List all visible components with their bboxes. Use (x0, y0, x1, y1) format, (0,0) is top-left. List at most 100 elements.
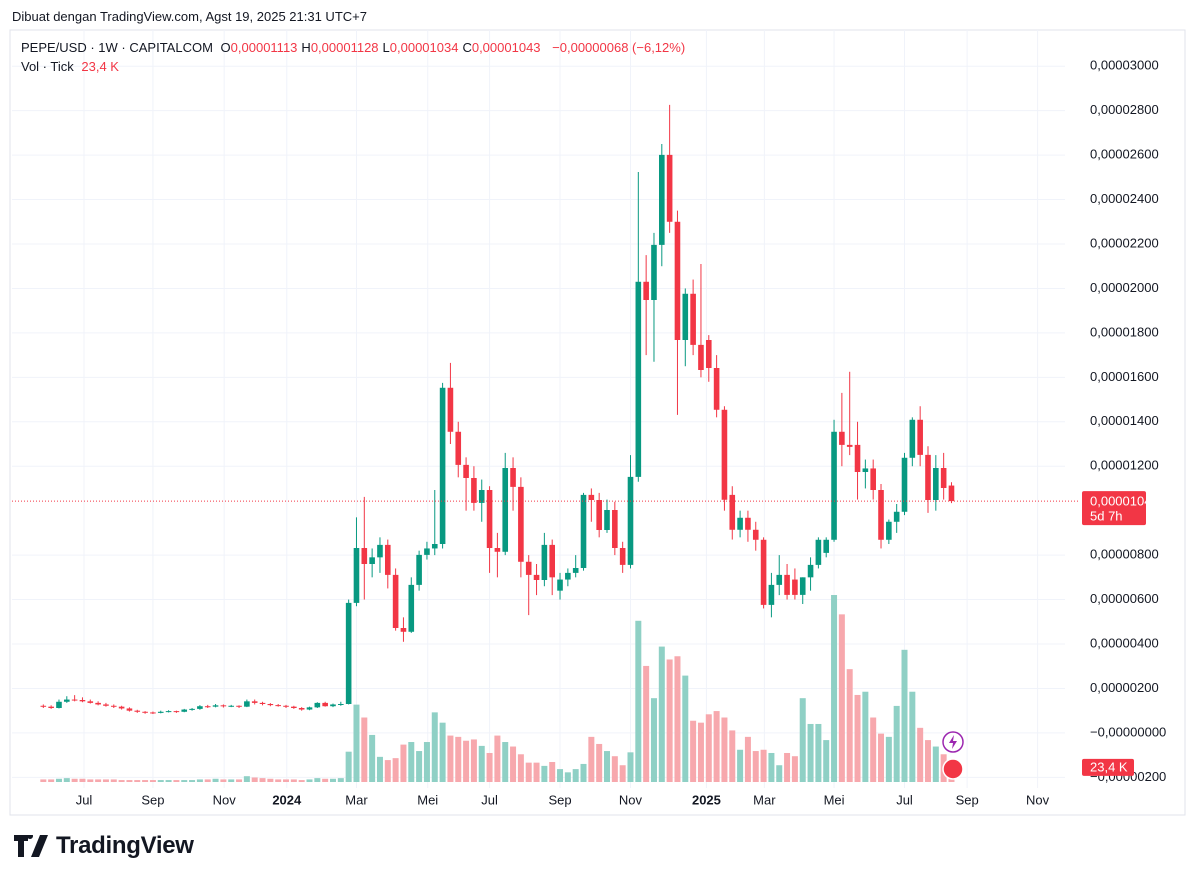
candle-body[interactable] (651, 244, 657, 300)
candle-body[interactable] (815, 539, 822, 565)
candle-body[interactable] (604, 510, 610, 530)
candle-body[interactable] (197, 706, 203, 709)
candle-body[interactable] (424, 548, 430, 555)
candle-body[interactable] (862, 468, 869, 472)
candle-body[interactable] (134, 710, 141, 712)
candle-body[interactable] (909, 419, 916, 458)
candle-body[interactable] (471, 478, 477, 503)
candle-body[interactable] (878, 490, 884, 540)
candle-body[interactable] (220, 705, 227, 707)
candle-body[interactable] (463, 464, 469, 478)
candle-body[interactable] (408, 584, 415, 632)
candle-body[interactable] (533, 574, 540, 580)
candle-body[interactable] (345, 602, 352, 704)
candle-body[interactable] (893, 511, 900, 522)
candle-body[interactable] (392, 574, 399, 628)
candle-body[interactable] (901, 457, 908, 512)
candle-body[interactable] (494, 548, 501, 552)
candle-body[interactable] (447, 387, 454, 432)
candle-body[interactable] (56, 701, 62, 708)
candle-body[interactable] (79, 700, 86, 702)
candle-body[interactable] (439, 387, 446, 544)
candle-body[interactable] (799, 577, 806, 595)
candle-body[interactable] (71, 699, 78, 701)
candle-body[interactable] (729, 494, 736, 530)
candle-body[interactable] (118, 706, 125, 709)
candle-body[interactable] (760, 539, 767, 605)
candle-body[interactable] (698, 344, 704, 370)
candle-body[interactable] (886, 521, 892, 540)
candle-body[interactable] (87, 701, 94, 703)
candle-body[interactable] (64, 699, 70, 702)
candle-body[interactable] (251, 701, 258, 703)
candle-body[interactable] (839, 431, 845, 445)
candle-body[interactable] (690, 293, 696, 345)
candle-body[interactable] (103, 704, 109, 706)
candle-body[interactable] (549, 544, 556, 578)
candle-body[interactable] (204, 706, 211, 708)
candle-body[interactable] (181, 709, 188, 712)
candle-body[interactable] (165, 711, 172, 713)
candle-body[interactable] (674, 221, 681, 340)
candle-body[interactable] (541, 544, 548, 580)
candle-body[interactable] (400, 628, 407, 632)
candle-body[interactable] (525, 561, 532, 575)
candle-body[interactable] (565, 572, 571, 580)
candle-body[interactable] (110, 705, 117, 707)
candle-body[interactable] (870, 468, 876, 490)
symbol[interactable]: PEPE/USD · 1W · CAPITALCOM (21, 40, 213, 55)
candle-body[interactable] (557, 579, 563, 591)
candle-body[interactable] (737, 517, 743, 530)
candle-body[interactable] (157, 711, 164, 713)
candle-body[interactable] (784, 574, 790, 595)
candle-body[interactable] (236, 705, 242, 707)
candle-body[interactable] (244, 701, 250, 707)
candle-body[interactable] (291, 706, 297, 708)
candle-body[interactable] (846, 444, 853, 447)
candle-body[interactable] (940, 468, 947, 488)
candle-body[interactable] (518, 486, 524, 562)
candle-body[interactable] (259, 702, 266, 704)
candle-body[interactable] (752, 529, 759, 540)
candle-body[interactable] (48, 706, 54, 708)
candle-body[interactable] (95, 702, 101, 705)
candle-body[interactable] (283, 705, 289, 707)
candle-body[interactable] (580, 494, 587, 568)
candle-body[interactable] (298, 708, 305, 710)
candle-body[interactable] (322, 702, 328, 707)
candle-body[interactable] (948, 485, 955, 502)
candle-body[interactable] (705, 340, 712, 368)
logo[interactable]: TradingView (14, 832, 194, 860)
candle-body[interactable] (776, 574, 783, 585)
candle-body[interactable] (142, 711, 148, 713)
candle-body[interactable] (572, 568, 579, 573)
candle-body[interactable] (330, 704, 336, 707)
candle-body[interactable] (173, 711, 180, 713)
candle-body[interactable] (659, 154, 665, 245)
candle-body[interactable] (627, 476, 634, 565)
candle-body[interactable] (588, 494, 595, 500)
candle-body[interactable] (478, 490, 485, 503)
candle-body[interactable] (643, 281, 649, 300)
candle-body[interactable] (831, 431, 837, 540)
candle-body[interactable] (377, 544, 383, 558)
candle-body[interactable] (713, 368, 720, 410)
candle-body[interactable] (314, 702, 321, 708)
candle-body[interactable] (807, 564, 814, 578)
candle-body[interactable] (510, 468, 516, 487)
candle-body[interactable] (384, 544, 391, 575)
candle-body[interactable] (126, 708, 133, 711)
candle-body[interactable] (925, 454, 931, 500)
candle-body[interactable] (361, 548, 368, 564)
candle-body[interactable] (854, 444, 861, 472)
candle-body[interactable] (823, 539, 830, 553)
candle-body[interactable] (353, 548, 360, 603)
candle-body[interactable] (369, 557, 375, 564)
candle-body[interactable] (502, 468, 509, 552)
candle-body[interactable] (150, 712, 156, 714)
candle-body[interactable] (228, 705, 235, 707)
candle-body[interactable] (267, 704, 274, 706)
candle-body[interactable] (40, 705, 47, 707)
candle-body[interactable] (768, 584, 775, 605)
candle-body[interactable] (212, 705, 219, 707)
